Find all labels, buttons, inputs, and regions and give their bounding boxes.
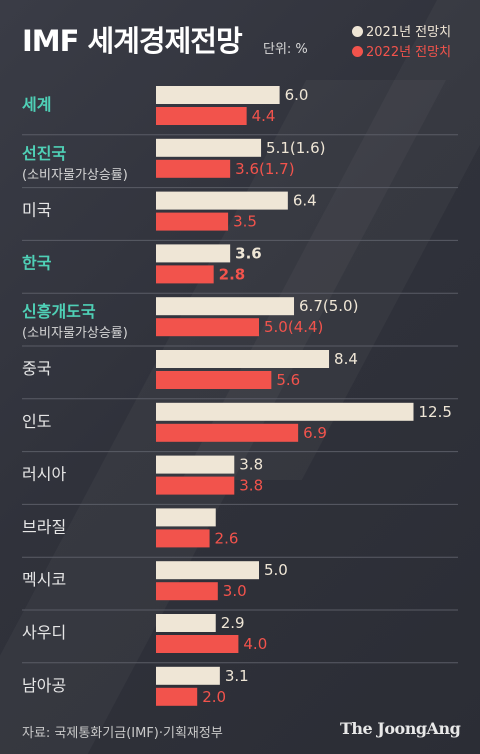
data-label: 5.6 bbox=[276, 371, 300, 389]
data-label: 3.6 bbox=[235, 244, 262, 262]
bar bbox=[156, 635, 239, 653]
data-label: 3.8 bbox=[239, 477, 263, 495]
data-label: 3.0 bbox=[223, 582, 247, 600]
data-label: 3.8 bbox=[239, 456, 263, 474]
legend-dot-2021 bbox=[352, 26, 363, 37]
publisher-logo: The JoongAng bbox=[340, 719, 461, 738]
bar bbox=[156, 265, 214, 284]
category-sublabel: (소비자물가상승률) bbox=[22, 326, 128, 341]
data-label: 2.0 bbox=[202, 688, 226, 706]
bar bbox=[156, 476, 235, 495]
bar bbox=[156, 138, 262, 157]
data-label: 6.7(5.0) bbox=[299, 297, 358, 315]
bar bbox=[156, 687, 198, 706]
bar bbox=[156, 212, 229, 231]
category-label: 한국 bbox=[22, 253, 52, 272]
category-label: 중국 bbox=[22, 359, 51, 378]
data-label: 2.9 bbox=[221, 614, 245, 632]
category-label: 인도 bbox=[22, 412, 51, 431]
category-label: 브라질 bbox=[22, 517, 66, 536]
data-label: 12.5 bbox=[419, 403, 452, 421]
source-note: 자료: 국제통화기금(IMF)·기획재정부 bbox=[22, 726, 223, 741]
data-label: 6.9 bbox=[303, 424, 327, 442]
category-label: 러시아 bbox=[22, 465, 66, 484]
data-label: 3.5 bbox=[233, 213, 257, 231]
category-label: 사우디 bbox=[22, 623, 66, 642]
data-label: 4.4 bbox=[252, 107, 276, 125]
data-label: 5.0(4.4) bbox=[264, 318, 323, 336]
data-label: 6.0 bbox=[285, 86, 309, 104]
bar bbox=[156, 107, 247, 125]
category-label: 세계 bbox=[22, 95, 51, 114]
bar bbox=[156, 561, 259, 580]
data-label: 4.0 bbox=[243, 635, 267, 653]
legend-item-2022: 2022년 전망치 bbox=[352, 41, 451, 60]
unit-label: 단위: % bbox=[263, 42, 308, 57]
bar bbox=[156, 455, 235, 474]
bar bbox=[156, 582, 218, 601]
bar bbox=[156, 297, 295, 316]
category-label: 멕시코 bbox=[22, 570, 66, 589]
category-label: 선진국 bbox=[22, 144, 66, 163]
legend-label-2022: 2022년 전망치 bbox=[366, 45, 452, 60]
data-label: 5.0 bbox=[264, 561, 288, 579]
legend-dot-2022 bbox=[352, 46, 363, 57]
bar bbox=[156, 402, 414, 421]
data-label: 6.4 bbox=[293, 192, 317, 210]
bar bbox=[156, 371, 272, 389]
bar bbox=[156, 350, 330, 368]
category-sublabel: (소비자물가상승률) bbox=[22, 168, 128, 183]
category-label: 신흥개도국 bbox=[22, 302, 96, 321]
legend-item-2021: 2021년 전망치 bbox=[352, 21, 451, 40]
chart-title: IMF 세계경제전망 bbox=[22, 24, 243, 58]
category-label: 미국 bbox=[22, 201, 51, 220]
bar bbox=[156, 318, 259, 337]
data-label: 5.1(1.6) bbox=[266, 139, 325, 157]
category-label: 남아공 bbox=[22, 676, 66, 695]
bar bbox=[156, 614, 216, 632]
data-label: 8.4 bbox=[334, 350, 358, 368]
bar bbox=[156, 423, 299, 442]
bar bbox=[156, 244, 231, 263]
data-label: 3.6(1.7) bbox=[235, 160, 294, 178]
bar bbox=[156, 666, 220, 685]
legend-label-2021: 2021년 전망치 bbox=[366, 25, 452, 40]
bar bbox=[156, 191, 288, 210]
bar bbox=[156, 86, 280, 104]
data-label: 2.8 bbox=[219, 265, 246, 283]
bar bbox=[156, 159, 231, 178]
data-label: 2.6 bbox=[215, 529, 239, 547]
bar bbox=[156, 529, 210, 548]
data-label: 3.1 bbox=[225, 667, 249, 685]
bar bbox=[156, 508, 216, 527]
